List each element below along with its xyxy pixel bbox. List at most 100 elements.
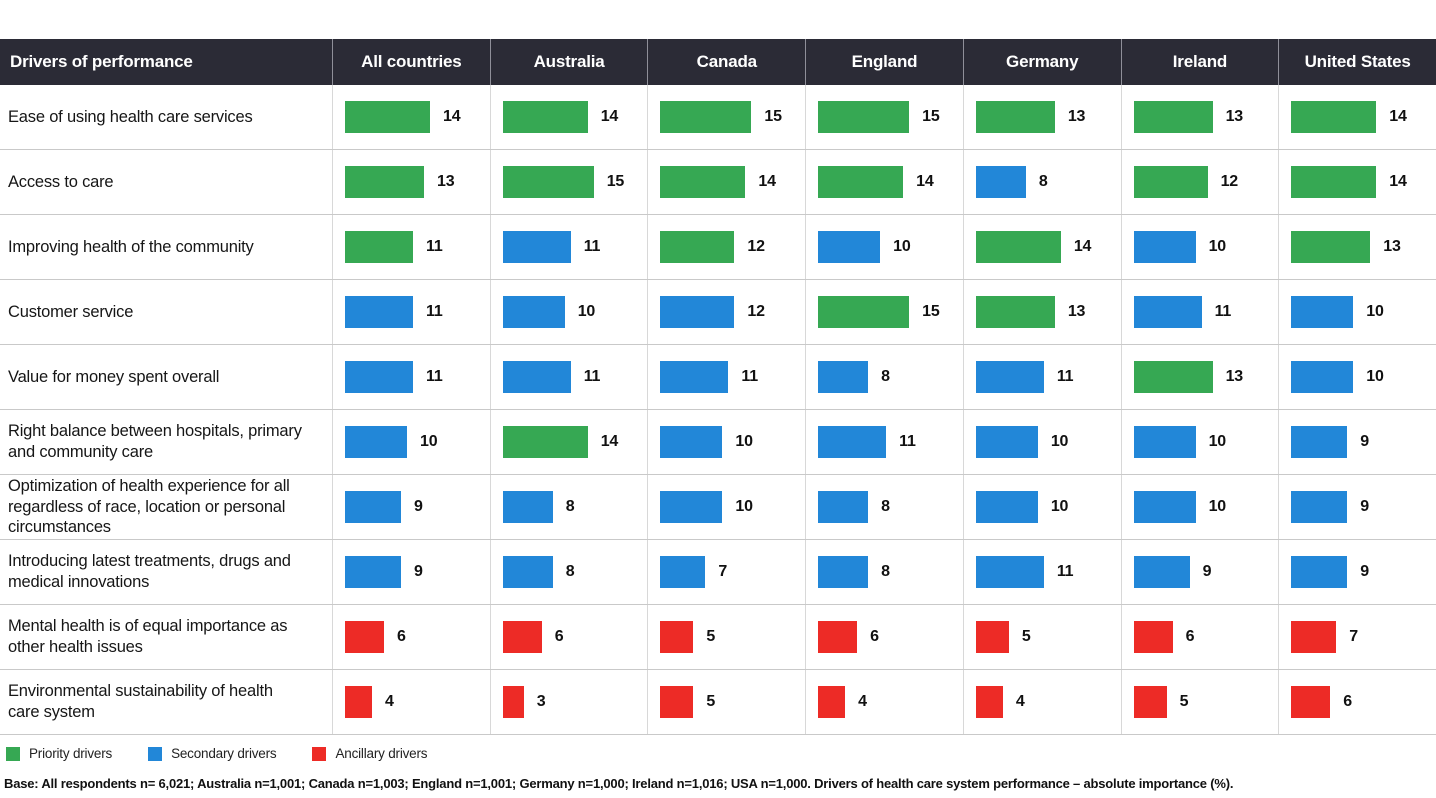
legend-item-priority: Priority drivers	[6, 746, 112, 761]
row-label: Mental health is of equal importance as …	[8, 617, 288, 656]
data-cell: 10	[962, 410, 1121, 474]
value-label: 4	[858, 693, 867, 710]
value-label: 14	[758, 173, 776, 190]
column-header-australia: Australia	[489, 39, 648, 85]
value-label: 8	[881, 368, 890, 385]
priority-bar	[818, 166, 904, 198]
value-label: 13	[1225, 368, 1244, 385]
data-cell: 10	[1120, 410, 1279, 474]
data-cell: 9	[332, 540, 490, 604]
data-cell: 5	[647, 670, 805, 734]
value-label: 8	[1038, 173, 1048, 190]
priority-bar	[975, 101, 1055, 133]
column-header-canada: Canada	[647, 39, 805, 85]
table-row: Environmental sustainability of health c…	[0, 670, 1436, 735]
ancillary-bar	[660, 621, 694, 653]
ancillary-bar	[660, 686, 694, 718]
legend-item-ancillary: Ancillary drivers	[312, 746, 428, 761]
secondary-bar	[1133, 426, 1196, 458]
value-label: 12	[747, 303, 765, 320]
value-label: 11	[426, 303, 443, 320]
secondary-bar	[345, 491, 401, 523]
data-cell: 11	[489, 215, 648, 279]
value-label: 7	[718, 563, 728, 580]
legend-label: Secondary drivers	[171, 746, 277, 761]
table-body: Ease of using health care services 14 14 15…	[0, 85, 1436, 735]
table-row: Access to care 13 15 14 14 8 12 14	[0, 150, 1436, 215]
value-label: 9	[1360, 433, 1369, 450]
data-cell: 8	[489, 475, 648, 539]
data-cell: 14	[332, 85, 490, 149]
data-cell: 11	[332, 215, 490, 279]
value-label: 15	[606, 173, 625, 190]
value-label: 10	[1208, 238, 1227, 255]
data-cell: 14	[1278, 150, 1436, 214]
priority-swatch-icon	[6, 746, 20, 761]
data-cell: 5	[647, 605, 805, 669]
data-cell: 14	[962, 215, 1121, 279]
table-header-row: Drivers of performance All countries Aust…	[0, 39, 1436, 85]
data-cell: 8	[805, 345, 963, 409]
value-label: 10	[1208, 433, 1227, 450]
column-header-germany: Germany	[962, 39, 1121, 85]
secondary-bar	[818, 491, 869, 523]
value-label: 11	[741, 368, 758, 385]
secondary-bar	[975, 556, 1044, 588]
row-label: Value for money spent overall	[8, 367, 220, 386]
priority-bar	[502, 101, 588, 133]
data-cell: 8	[962, 150, 1121, 214]
value-label: 14	[443, 108, 461, 125]
value-label: 11	[583, 368, 601, 385]
value-label: 11	[426, 368, 443, 385]
value-label: 13	[1383, 238, 1401, 255]
secondary-bar	[502, 296, 565, 328]
data-cell: 3	[489, 670, 648, 734]
secondary-bar	[818, 231, 881, 263]
value-label: 13	[437, 173, 455, 190]
secondary-bar	[1291, 426, 1348, 458]
row-label: Access to care	[8, 172, 114, 191]
data-cell: 6	[332, 605, 490, 669]
table-row: Optimization of health experience for al…	[0, 475, 1436, 540]
value-label: 9	[414, 563, 423, 580]
data-cell: 10	[1120, 475, 1279, 539]
data-cell: 11	[805, 410, 963, 474]
priority-bar	[660, 101, 752, 133]
secondary-bar	[1291, 296, 1354, 328]
data-cell: 6	[489, 605, 648, 669]
value-label: 10	[893, 238, 911, 255]
value-label: 11	[426, 238, 443, 255]
legend-label: Ancillary drivers	[335, 746, 428, 761]
value-label: 13	[1067, 303, 1086, 320]
data-cell: 14	[647, 150, 805, 214]
ancillary-bar	[818, 621, 858, 653]
secondary-bar	[818, 361, 869, 393]
value-label: 10	[735, 433, 753, 450]
value-label: 3	[536, 693, 546, 710]
ancillary-swatch-icon	[312, 746, 327, 761]
column-header-ireland: Ireland	[1120, 39, 1279, 85]
data-cell: 11	[332, 345, 490, 409]
ancillary-bar	[818, 686, 846, 718]
data-cell: 5	[962, 605, 1121, 669]
ancillary-bar	[1133, 621, 1173, 653]
value-label: 7	[1349, 628, 1358, 645]
data-cell: 9	[1120, 540, 1279, 604]
secondary-bar	[1291, 491, 1348, 523]
value-label: 8	[565, 498, 575, 515]
secondary-bar	[1291, 361, 1354, 393]
legend: Priority drivers Secondary drivers Ancilla…	[0, 735, 1436, 761]
secondary-bar	[975, 426, 1038, 458]
value-label: 15	[922, 108, 940, 125]
value-label: 5	[706, 628, 716, 645]
data-cell: 4	[332, 670, 490, 734]
data-cell: 9	[332, 475, 490, 539]
value-label: 10	[420, 433, 438, 450]
column-header-united-states: United States	[1278, 39, 1436, 85]
secondary-bar	[975, 166, 1026, 198]
value-label: 10	[1366, 303, 1384, 320]
data-cell: 9	[1278, 410, 1436, 474]
data-cell: 11	[962, 540, 1121, 604]
secondary-bar	[502, 231, 571, 263]
value-label: 10	[735, 498, 753, 515]
